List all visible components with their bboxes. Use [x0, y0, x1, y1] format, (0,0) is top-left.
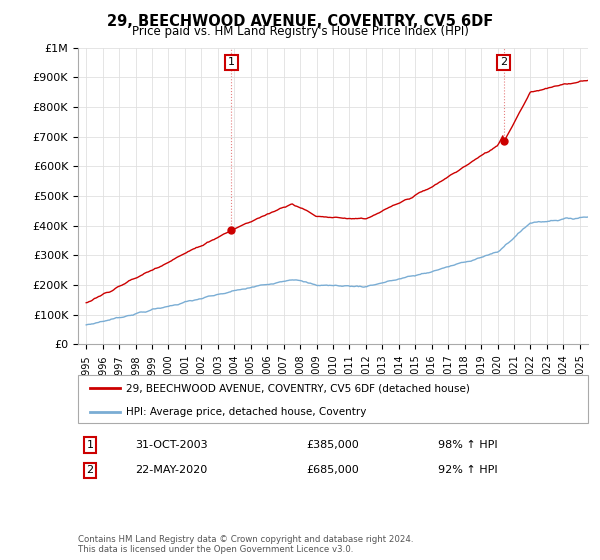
Text: 31-OCT-2003: 31-OCT-2003	[135, 440, 208, 450]
Text: 2: 2	[500, 58, 508, 67]
Text: Price paid vs. HM Land Registry's House Price Index (HPI): Price paid vs. HM Land Registry's House …	[131, 25, 469, 38]
Text: £685,000: £685,000	[306, 465, 359, 475]
Text: HPI: Average price, detached house, Coventry: HPI: Average price, detached house, Cove…	[126, 407, 367, 417]
Text: 1: 1	[86, 440, 94, 450]
Text: 2: 2	[86, 465, 94, 475]
Text: 29, BEECHWOOD AVENUE, COVENTRY, CV5 6DF (detached house): 29, BEECHWOOD AVENUE, COVENTRY, CV5 6DF …	[126, 383, 470, 393]
Text: 29, BEECHWOOD AVENUE, COVENTRY, CV5 6DF: 29, BEECHWOOD AVENUE, COVENTRY, CV5 6DF	[107, 14, 493, 29]
Text: 1: 1	[228, 58, 235, 67]
Text: 22-MAY-2020: 22-MAY-2020	[135, 465, 207, 475]
Text: £385,000: £385,000	[306, 440, 359, 450]
Text: Contains HM Land Registry data © Crown copyright and database right 2024.
This d: Contains HM Land Registry data © Crown c…	[78, 535, 413, 554]
Text: 92% ↑ HPI: 92% ↑ HPI	[438, 465, 497, 475]
Text: 98% ↑ HPI: 98% ↑ HPI	[438, 440, 497, 450]
